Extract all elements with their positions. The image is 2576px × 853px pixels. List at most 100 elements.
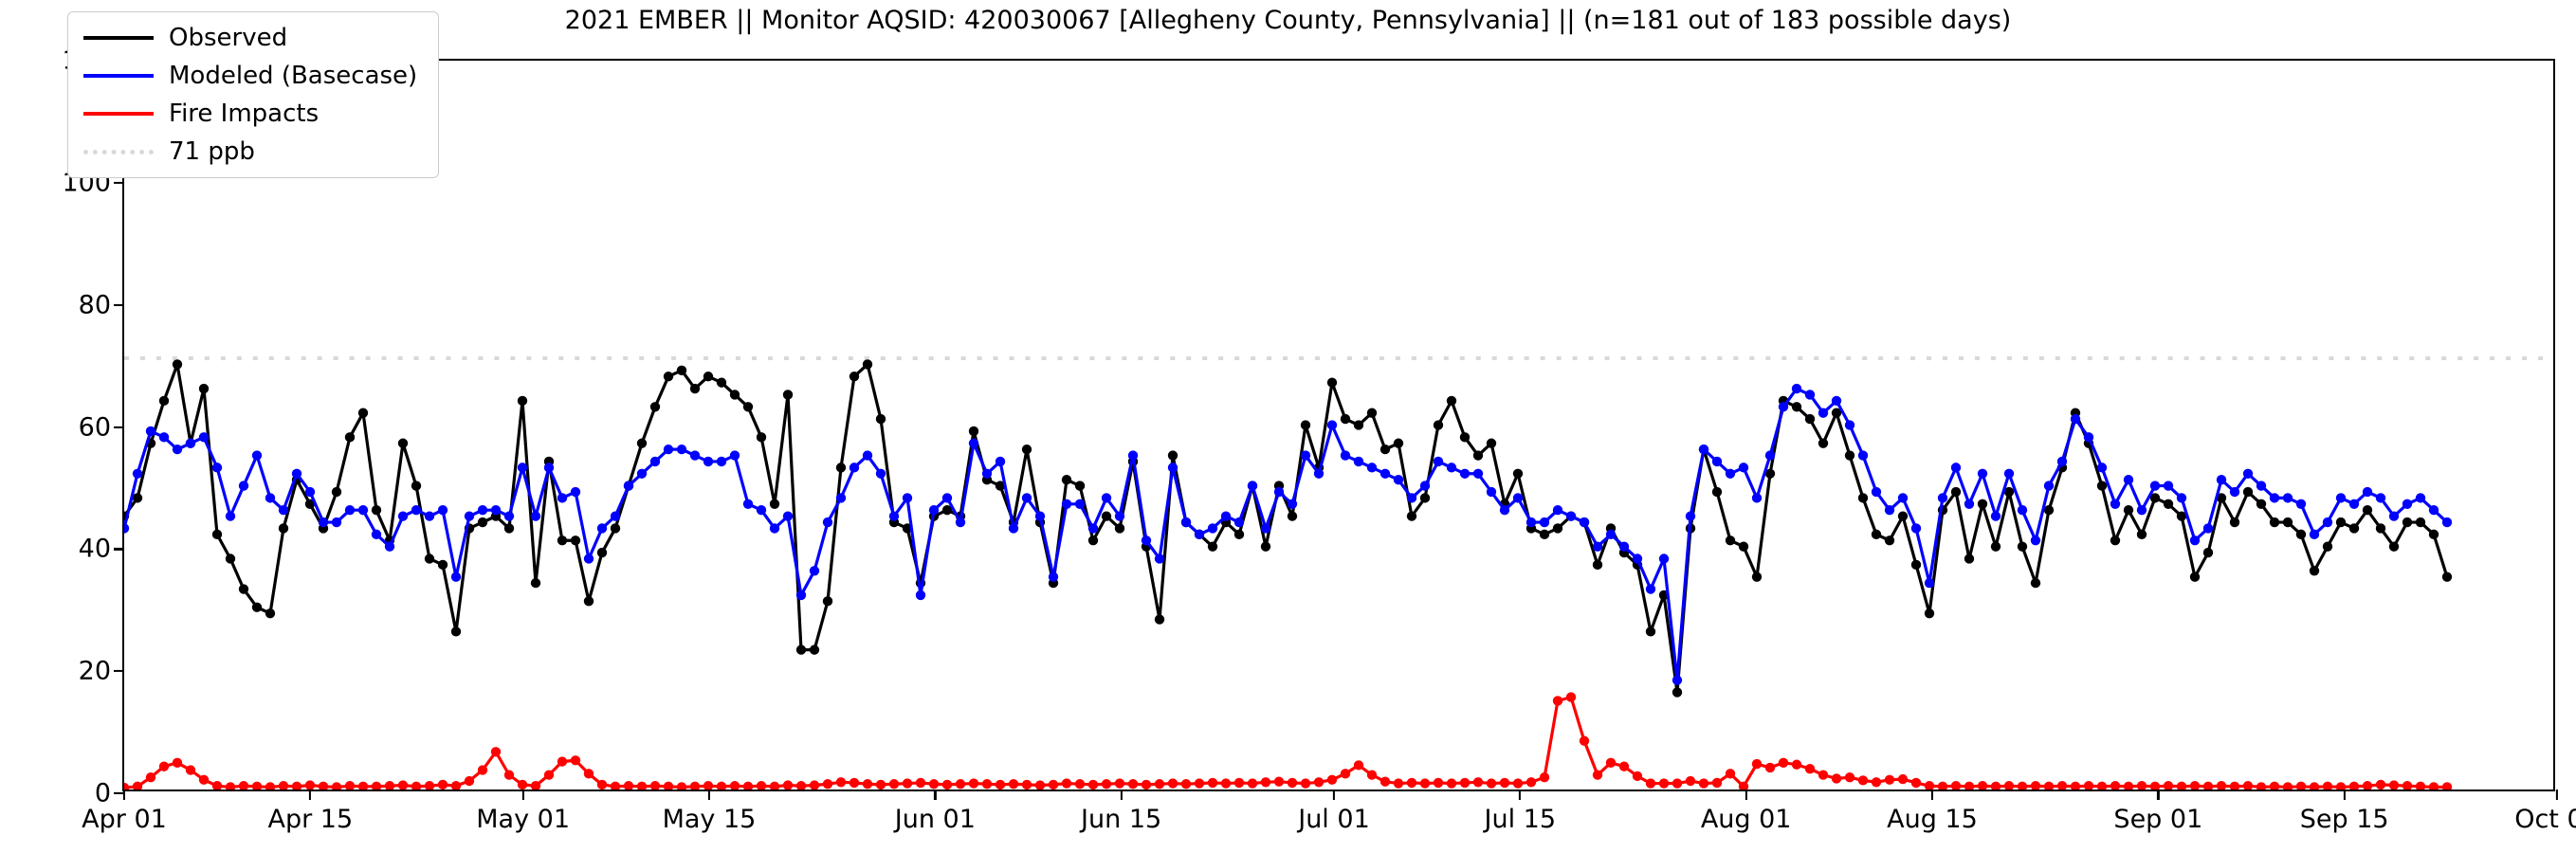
- data-point: [742, 499, 754, 509]
- data-point: [822, 779, 833, 789]
- data-point: [450, 780, 462, 789]
- data-point: [411, 481, 422, 491]
- data-point: [172, 757, 183, 768]
- y-tick-mark: [114, 548, 124, 551]
- data-point: [1552, 523, 1563, 534]
- data-point: [1937, 781, 1948, 789]
- data-point: [689, 383, 701, 394]
- data-point: [397, 780, 409, 789]
- data-point: [2176, 493, 2187, 503]
- data-point: [689, 450, 701, 461]
- data-point: [172, 359, 183, 370]
- data-point: [1101, 511, 1112, 521]
- data-point: [703, 780, 714, 789]
- data-point: [2176, 511, 2187, 521]
- data-point: [995, 779, 1006, 789]
- x-tick-mark: [122, 789, 126, 800]
- data-point: [2229, 486, 2240, 498]
- data-point: [1725, 769, 1736, 779]
- data-point: [557, 756, 568, 767]
- data-point: [2202, 781, 2214, 789]
- data-point: [1871, 486, 1882, 498]
- series-observed: [124, 359, 2453, 698]
- data-point: [1313, 777, 1325, 788]
- data-point: [450, 626, 462, 637]
- data-point: [1645, 778, 1656, 789]
- data-point: [185, 765, 196, 775]
- data-point: [1672, 687, 1683, 698]
- data-point: [2216, 493, 2227, 503]
- data-point: [371, 505, 382, 516]
- data-point: [1247, 481, 1258, 491]
- data-point: [1990, 511, 2001, 521]
- data-point: [1871, 529, 1882, 540]
- data-point: [1685, 511, 1696, 521]
- data-point: [2123, 781, 2134, 789]
- data-point: [1353, 420, 1364, 430]
- data-point: [344, 505, 356, 516]
- data-point: [1048, 572, 1059, 582]
- legend-item[interactable]: Modeled (Basecase): [83, 62, 417, 90]
- data-point: [2348, 781, 2360, 789]
- data-point: [1366, 770, 1378, 780]
- y-tick-mark: [114, 670, 124, 673]
- data-point: [1791, 759, 1802, 770]
- data-point: [902, 493, 913, 503]
- data-point: [530, 511, 541, 521]
- data-point: [2030, 780, 2041, 789]
- data-point: [1180, 517, 1192, 528]
- data-point: [1207, 523, 1218, 534]
- data-point: [1499, 505, 1510, 516]
- data-point: [2189, 572, 2201, 582]
- data-point: [2335, 493, 2347, 503]
- data-point: [2202, 523, 2214, 534]
- legend-item[interactable]: Observed: [83, 24, 417, 52]
- legend-item[interactable]: 71 ppb: [83, 137, 417, 166]
- data-point: [1526, 517, 1537, 528]
- data-point: [1645, 626, 1656, 637]
- data-point: [689, 781, 701, 789]
- data-point: [265, 782, 276, 789]
- data-point: [238, 780, 249, 789]
- data-point: [2123, 505, 2134, 516]
- data-point: [1897, 511, 1909, 521]
- data-point: [756, 432, 767, 443]
- data-point: [835, 777, 847, 788]
- data-point: [1990, 541, 2001, 552]
- data-point: [570, 755, 581, 766]
- data-point: [2070, 781, 2081, 789]
- data-point: [2309, 566, 2320, 576]
- data-point: [2043, 781, 2055, 789]
- data-point: [2242, 486, 2254, 498]
- data-point: [2348, 499, 2360, 509]
- data-point: [915, 777, 926, 789]
- data-point: [158, 761, 170, 771]
- data-point: [570, 535, 581, 546]
- data-point: [1804, 764, 1816, 774]
- data-point: [1048, 779, 1059, 789]
- data-point: [2017, 541, 2028, 552]
- data-point: [756, 505, 767, 516]
- data-point: [703, 456, 714, 467]
- data-point: [1897, 493, 1909, 503]
- data-point: [1247, 778, 1258, 789]
- data-point: [1924, 780, 1935, 789]
- data-point: [915, 590, 926, 601]
- data-point: [649, 780, 661, 789]
- data-point: [1884, 535, 1895, 546]
- x-tick-label: Sep 01: [2113, 805, 2203, 834]
- data-point: [888, 779, 900, 789]
- legend-item[interactable]: Fire Impacts: [83, 100, 417, 128]
- data-point: [1950, 780, 1962, 789]
- data-point: [782, 780, 794, 789]
- data-point: [888, 511, 900, 521]
- data-point: [265, 493, 276, 503]
- data-point: [1751, 572, 1763, 582]
- data-point: [636, 781, 648, 789]
- data-point: [1061, 778, 1072, 789]
- data-point: [198, 383, 210, 394]
- data-point: [251, 602, 263, 612]
- data-point: [1141, 535, 1152, 546]
- data-point: [1061, 499, 1072, 509]
